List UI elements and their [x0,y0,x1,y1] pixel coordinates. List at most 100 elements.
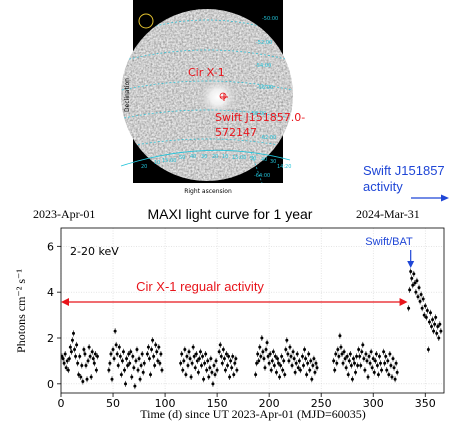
ra-grid-line [250,151,263,184]
data-point [134,359,138,363]
series-cycle-2 [107,328,131,387]
data-point [437,336,441,340]
data-point [389,364,393,367]
data-point [90,350,94,354]
data-point [291,350,295,354]
data-point [197,357,201,361]
data-point [337,354,341,358]
arrow-head-right [399,298,408,306]
data-point [131,354,135,358]
data-point [129,350,133,354]
data-point [273,354,277,358]
dec-tick: -62:00 [260,135,276,141]
chart-title: MAXI light curve for 1 year [148,206,313,222]
series-cycle-5 [217,341,239,380]
data-point [77,373,81,377]
data-point [371,357,375,361]
data-point [303,347,307,351]
data-point [125,357,129,361]
data-point [147,357,151,361]
data-point [391,357,395,361]
x-tick-label: 50 [106,397,120,410]
data-point [71,331,75,335]
dec-tick: -64:00 [254,173,270,179]
data-point [300,354,304,358]
data-point [352,361,356,365]
swift-source-marker [219,92,227,100]
data-point [427,320,431,324]
dec-tick: -50:00 [262,16,278,22]
data-point [436,325,440,329]
data-point [267,361,271,365]
data-point [82,347,86,351]
data-point [124,382,128,386]
data-point [271,350,275,354]
data-point [439,329,443,333]
data-point [206,359,210,363]
data-point [368,361,372,365]
data-point [180,352,184,356]
data-point [226,364,230,367]
data-point [288,345,292,349]
data-point [87,345,91,349]
data-point [278,375,282,379]
data-point [95,354,99,358]
dec-tick: -58:00 [250,111,266,117]
data-point [222,357,226,361]
data-point [195,359,199,363]
data-point [426,347,430,351]
data-point [133,384,137,388]
data-point [435,331,439,335]
data-point [354,370,358,374]
cirx1-glow [196,75,240,119]
data-point [419,292,423,296]
data-point [210,370,214,374]
data-point [293,370,297,374]
data-point [63,352,67,356]
data-point [295,352,299,356]
data-point [221,347,225,351]
ra-tick: 10 [154,160,160,166]
data-point [344,366,348,370]
data-point [279,364,283,367]
data-point [269,368,273,372]
data-point [61,357,65,361]
sky-map: Cir X-1 Swift J151857.0- 572147 -50:00 -… [120,0,305,195]
data-point [208,366,212,370]
data-point [284,347,288,351]
swift-map-label-line1: Swift J151857.0- [215,111,305,124]
data-point [355,354,359,358]
data-point [88,354,92,358]
data-point [107,368,111,372]
data-point [145,352,149,356]
data-point [343,357,347,361]
data-point [413,281,417,285]
data-point [223,368,227,372]
data-point [345,354,349,358]
data-point [289,354,293,358]
y-tick-label: 4 [47,286,54,299]
ra-tick: 50 [179,155,185,161]
y-tick-label: 2 [47,332,54,345]
data-point [202,377,206,381]
data-point [160,368,164,372]
series-cycle-9 [357,341,384,380]
data-point [379,361,383,365]
data-point [309,359,313,363]
data-point [116,364,120,367]
data-point [94,368,98,372]
data-point [157,345,161,349]
ra-tick-labels: 20 10 15:00 50 40 30 20 10 15:00 50 40 3… [141,154,291,170]
data-point [386,359,390,363]
plot-frame [60,227,445,394]
data-point [67,357,71,361]
data-point [230,366,234,370]
data-point [424,315,428,319]
data-point [395,370,399,374]
data-point [91,357,95,361]
data-point [264,347,268,351]
data-point [150,347,154,351]
data-point [410,276,414,280]
data-point [349,364,353,367]
data-point [200,364,204,367]
